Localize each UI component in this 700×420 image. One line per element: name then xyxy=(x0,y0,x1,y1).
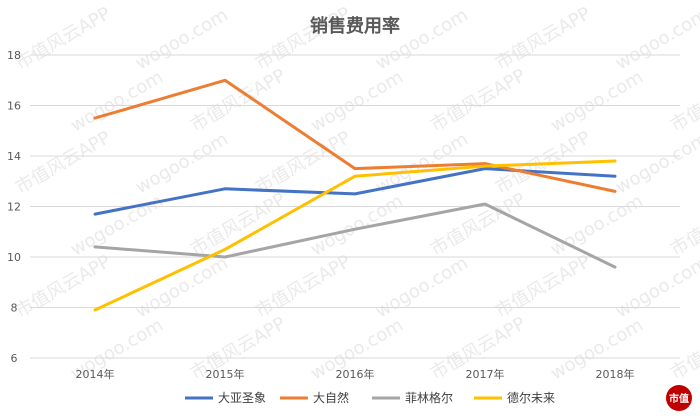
watermark-text: 市值风云APP xyxy=(187,189,289,260)
series-line xyxy=(93,159,617,312)
x-tick-label: 2015年 xyxy=(206,367,245,381)
watermark-text: 市值风云APP xyxy=(667,313,700,384)
watermark-text: 市值风云APP xyxy=(12,3,114,74)
logo-text: 市值 xyxy=(669,392,689,405)
watermark-text: 市值风云APP xyxy=(252,127,354,198)
watermark-text: 市值风云APP xyxy=(667,65,700,136)
watermark-text: 市值风云APP xyxy=(187,65,289,136)
watermark-text: 市值风云APP xyxy=(12,251,114,322)
x-tick-label: 2014年 xyxy=(76,367,115,381)
watermark-text: wogoo.com xyxy=(612,129,700,199)
watermark-text: wogoo.com xyxy=(132,129,232,199)
legend-label: 菲林格尔 xyxy=(405,390,453,405)
y-tick-label: 6 xyxy=(11,352,18,365)
legend-label: 大自然 xyxy=(313,390,349,405)
watermark-text: wogoo.com xyxy=(132,253,232,323)
watermark-text: wogoo.com xyxy=(612,253,700,323)
watermark-text: wogoo.com xyxy=(372,253,472,323)
legend: 大亚圣象 大自然 菲林格尔 德尔未来 xyxy=(185,390,555,405)
series-line xyxy=(93,78,617,193)
y-tick-label: 12 xyxy=(7,201,21,214)
watermark-text: wogoo.com xyxy=(307,67,407,137)
y-tick-label: 14 xyxy=(7,150,21,163)
watermark-text: wogoo.com xyxy=(307,191,407,261)
watermark-text: 市值风云APP xyxy=(492,3,594,74)
legend-label: 德尔未来 xyxy=(507,390,555,405)
legend-label: 大亚圣象 xyxy=(218,391,266,405)
watermark-text: 市值风云APP xyxy=(427,65,529,136)
watermark-text: wogoo.com xyxy=(547,67,647,137)
watermark-text: 市值风云APP xyxy=(252,3,354,74)
x-tick-labels: 2014年 2015年 2016年 2017年 2018年 xyxy=(76,367,635,381)
y-tick-label: 10 xyxy=(7,251,21,264)
watermark-text: 市值风云APP xyxy=(667,189,700,260)
series-layer xyxy=(93,78,617,312)
watermark-text: wogoo.com xyxy=(547,191,647,261)
y-tick-labels: 6 8 10 12 14 16 18 xyxy=(7,49,21,365)
chart-title: 销售费用率 xyxy=(310,15,400,37)
y-tick-label: 16 xyxy=(7,100,21,113)
y-tick-label: 18 xyxy=(7,49,21,62)
series-line xyxy=(93,167,617,216)
series-line xyxy=(93,202,617,269)
grid-layer xyxy=(30,54,680,359)
watermark-text: 市值风云APP xyxy=(492,251,594,322)
logo-circle xyxy=(666,385,692,411)
x-tick-label: 2018年 xyxy=(596,367,635,381)
y-tick-label: 8 xyxy=(11,302,18,315)
logo-badge: 市值 xyxy=(666,385,692,411)
watermark-text: 市值风云APP xyxy=(12,127,114,198)
watermark-text: 市值风云APP xyxy=(427,189,529,260)
x-tick-label: 2017年 xyxy=(466,367,505,381)
watermark-text: 市值风云APP xyxy=(252,251,354,322)
watermark-text: wogoo.com xyxy=(612,5,700,75)
x-tick-label: 2016年 xyxy=(336,367,375,381)
watermark-text: wogoo.com xyxy=(132,5,232,75)
